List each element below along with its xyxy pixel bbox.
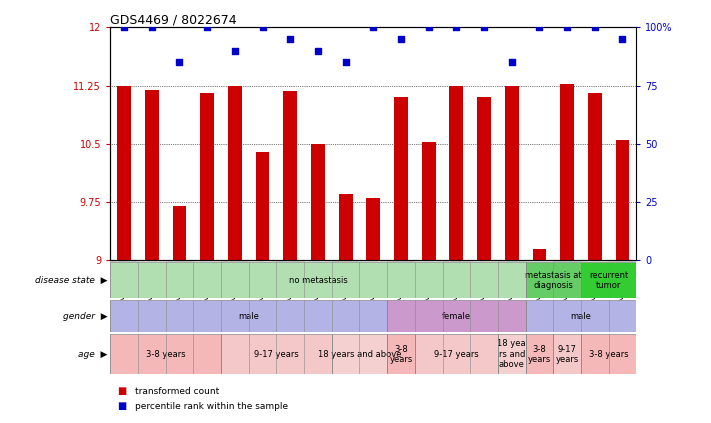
Bar bbox=[581, 260, 609, 262]
Bar bbox=[110, 260, 138, 262]
Text: metastasis at
diagnosis: metastasis at diagnosis bbox=[525, 271, 582, 290]
Bar bbox=[505, 86, 518, 260]
Bar bbox=[387, 260, 415, 262]
Bar bbox=[525, 262, 581, 298]
Bar bbox=[360, 260, 387, 262]
Text: 9-17 years: 9-17 years bbox=[434, 350, 479, 359]
Bar bbox=[387, 334, 415, 374]
Bar bbox=[311, 144, 325, 260]
Bar bbox=[110, 300, 387, 332]
Point bbox=[118, 24, 129, 31]
Text: disease state  ▶: disease state ▶ bbox=[35, 276, 107, 285]
Point bbox=[589, 24, 601, 31]
Point bbox=[506, 59, 518, 66]
Bar bbox=[117, 86, 131, 260]
Text: female: female bbox=[442, 312, 471, 321]
Point bbox=[201, 24, 213, 31]
Text: 3-8 years: 3-8 years bbox=[589, 350, 629, 359]
Bar bbox=[581, 334, 636, 374]
Point bbox=[368, 24, 379, 31]
Bar bbox=[415, 334, 498, 374]
Text: 3-8
years: 3-8 years bbox=[390, 345, 412, 364]
Bar bbox=[525, 260, 553, 262]
Bar bbox=[173, 206, 186, 260]
Bar bbox=[255, 151, 269, 260]
Text: 18 yea
rs and
above: 18 yea rs and above bbox=[498, 339, 526, 369]
Bar bbox=[201, 93, 214, 260]
Text: 3-8
years: 3-8 years bbox=[528, 345, 551, 364]
Bar bbox=[110, 262, 525, 298]
Bar bbox=[138, 260, 166, 262]
Bar bbox=[525, 300, 636, 332]
Bar bbox=[304, 260, 332, 262]
Bar bbox=[449, 86, 464, 260]
Bar bbox=[415, 260, 442, 262]
Bar bbox=[498, 260, 525, 262]
Bar bbox=[470, 260, 498, 262]
Bar bbox=[249, 260, 277, 262]
Point bbox=[284, 36, 296, 43]
Point bbox=[617, 36, 629, 43]
Text: age  ▶: age ▶ bbox=[78, 350, 107, 359]
Point bbox=[395, 36, 407, 43]
Text: 9-17 years: 9-17 years bbox=[254, 350, 299, 359]
Bar bbox=[332, 260, 360, 262]
Bar bbox=[588, 93, 602, 260]
Bar bbox=[277, 260, 304, 262]
Bar bbox=[560, 84, 574, 260]
Bar bbox=[166, 260, 193, 262]
Text: 3-8 years: 3-8 years bbox=[146, 350, 186, 359]
Bar bbox=[581, 262, 636, 298]
Text: 9-17
years: 9-17 years bbox=[555, 345, 579, 364]
Text: transformed count: transformed count bbox=[135, 387, 219, 396]
Bar bbox=[609, 260, 636, 262]
Point bbox=[146, 24, 157, 31]
Text: male: male bbox=[238, 312, 259, 321]
Bar bbox=[221, 334, 332, 374]
Bar bbox=[533, 249, 546, 260]
Bar bbox=[394, 97, 408, 260]
Text: gender  ▶: gender ▶ bbox=[63, 312, 107, 321]
Bar bbox=[525, 334, 553, 374]
Bar bbox=[498, 334, 525, 374]
Point bbox=[229, 47, 240, 54]
Bar bbox=[387, 300, 525, 332]
Bar bbox=[110, 334, 221, 374]
Bar bbox=[338, 194, 353, 260]
Bar bbox=[145, 90, 159, 260]
Bar bbox=[228, 86, 242, 260]
Point bbox=[312, 47, 324, 54]
Point bbox=[257, 24, 268, 31]
Bar bbox=[221, 260, 249, 262]
Text: male: male bbox=[570, 312, 592, 321]
Text: percentile rank within the sample: percentile rank within the sample bbox=[135, 401, 288, 411]
Bar bbox=[422, 142, 436, 260]
Bar bbox=[553, 334, 581, 374]
Text: recurrent
tumor: recurrent tumor bbox=[589, 271, 629, 290]
Bar bbox=[477, 97, 491, 260]
Point bbox=[423, 24, 434, 31]
Bar bbox=[366, 198, 380, 260]
Text: 18 years and above: 18 years and above bbox=[318, 350, 401, 359]
Point bbox=[562, 24, 573, 31]
Bar bbox=[283, 91, 297, 260]
Point bbox=[479, 24, 490, 31]
Point bbox=[340, 59, 351, 66]
Point bbox=[534, 24, 545, 31]
Point bbox=[451, 24, 462, 31]
Bar bbox=[332, 334, 387, 374]
Text: GDS4469 / 8022674: GDS4469 / 8022674 bbox=[110, 14, 237, 26]
Text: ■: ■ bbox=[117, 386, 127, 396]
Bar bbox=[193, 260, 221, 262]
Bar bbox=[616, 140, 629, 260]
Point bbox=[173, 59, 185, 66]
Text: ■: ■ bbox=[117, 401, 127, 411]
Text: no metastasis: no metastasis bbox=[289, 276, 347, 285]
Bar bbox=[442, 260, 470, 262]
Bar bbox=[553, 260, 581, 262]
